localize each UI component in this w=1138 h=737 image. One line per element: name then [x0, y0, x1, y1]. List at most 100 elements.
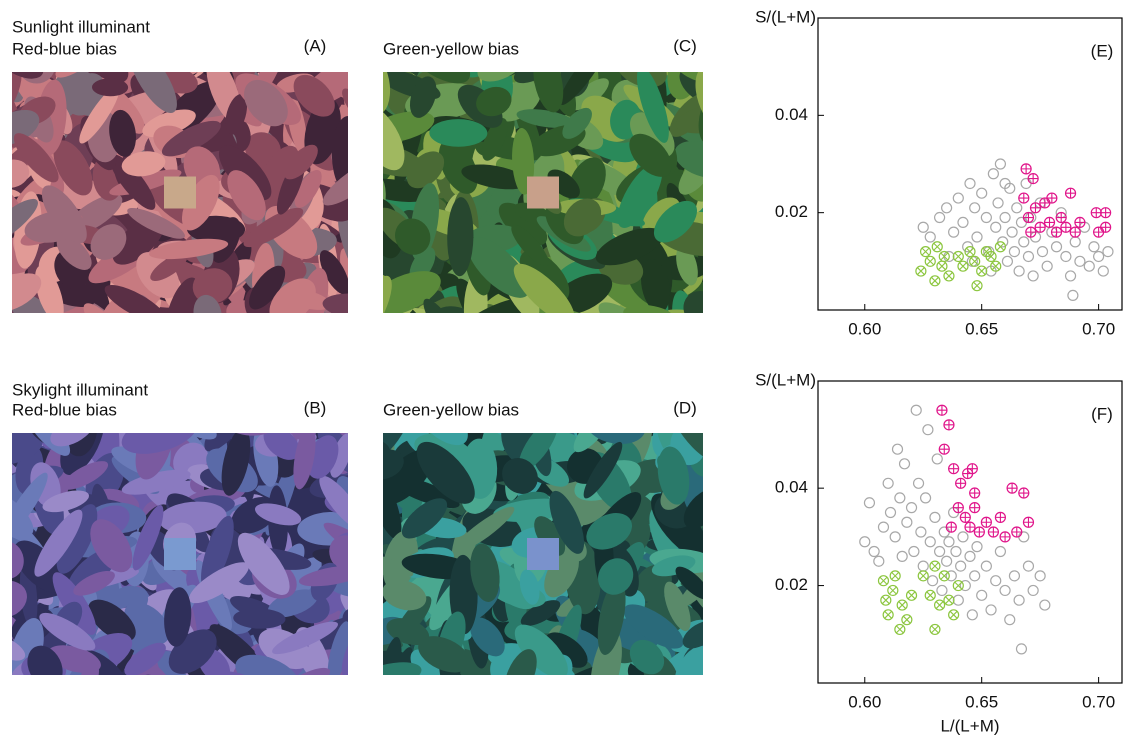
- data-point: [894, 623, 906, 636]
- data-point: [1018, 487, 1030, 499]
- mosaic-ellipse: [121, 151, 166, 177]
- data-point: [941, 202, 953, 214]
- data-point: [1018, 236, 1030, 248]
- mosaic-ellipse: [12, 198, 38, 247]
- mosaic-ellipse: [56, 504, 98, 574]
- mosaic-ellipse: [683, 488, 703, 529]
- mosaic-ellipse: [586, 433, 646, 445]
- y-tick-label: 0.04: [775, 105, 808, 124]
- data-point: [905, 589, 918, 601]
- mosaic-ellipse: [193, 294, 222, 313]
- mosaic-ellipse: [682, 620, 703, 649]
- mosaic-ellipse: [12, 273, 42, 312]
- panel-label: (E): [1091, 41, 1114, 60]
- data-point: [908, 545, 920, 558]
- data-point: [1088, 241, 1100, 253]
- data-point: [894, 492, 906, 504]
- mosaic-ellipse: [12, 541, 24, 579]
- mosaic-ellipse: [35, 265, 64, 313]
- mosaic-ellipse: [53, 140, 93, 196]
- data-point: [915, 526, 927, 538]
- mosaic-ellipse: [249, 265, 286, 310]
- data-point: [884, 506, 897, 519]
- mosaic-ellipse: [416, 441, 475, 504]
- data-point: [887, 584, 899, 597]
- data-point: [1015, 643, 1028, 655]
- mosaic-ellipse: [513, 72, 557, 84]
- data-point: [877, 521, 890, 533]
- mosaic-ellipse: [683, 291, 703, 313]
- data-point: [898, 458, 911, 470]
- mosaic-ellipse: [701, 463, 734, 510]
- test-patch: [164, 538, 196, 570]
- data-point: [924, 536, 936, 548]
- mosaic-ellipse: [640, 259, 671, 313]
- data-point: [933, 211, 946, 224]
- data-point: [917, 221, 929, 233]
- data-point: [971, 280, 983, 292]
- mosaic-ellipse: [192, 268, 233, 304]
- mosaic-ellipse: [383, 550, 414, 578]
- mosaic-ellipse: [545, 632, 588, 668]
- data-point: [931, 241, 943, 253]
- mosaic-ellipse: [457, 298, 526, 313]
- data-point: [917, 570, 929, 582]
- data-point: [964, 177, 976, 190]
- data-point: [1083, 260, 1095, 272]
- mosaic-ellipse: [12, 159, 30, 188]
- data-point: [859, 536, 871, 548]
- data-point: [987, 526, 999, 538]
- data-point: [938, 526, 950, 538]
- mosaic-ellipse: [149, 238, 229, 260]
- panel-label: (F): [1091, 404, 1113, 423]
- plot-frame: [817, 17, 1123, 311]
- mosaic-ellipse: [498, 202, 548, 246]
- data-point: [969, 570, 981, 582]
- mosaic-ellipse: [329, 535, 348, 573]
- data-point: [917, 560, 929, 572]
- data-point: [1046, 192, 1058, 204]
- data-point: [945, 521, 957, 533]
- mosaic-ellipse: [447, 197, 474, 277]
- data-point: [948, 226, 960, 238]
- data-point: [929, 275, 941, 287]
- mosaic-ellipse: [583, 441, 623, 499]
- data-point: [929, 623, 941, 636]
- data-point: [1029, 202, 1042, 214]
- mosaic-ellipse: [418, 636, 470, 673]
- panel-title: Green-yellow bias: [383, 400, 519, 419]
- data-point: [938, 250, 950, 263]
- panel-title: Sunlight illuminant: [12, 17, 150, 36]
- mosaic-ellipse: [641, 309, 703, 313]
- data-point: [1093, 250, 1105, 263]
- data-point: [990, 260, 1002, 272]
- data-point: [1008, 246, 1021, 258]
- data-point: [971, 541, 983, 553]
- data-point: [952, 579, 964, 592]
- data-point: [922, 424, 934, 436]
- data-point: [933, 599, 946, 611]
- data-point: [901, 516, 913, 528]
- x-tick-label: 0.65: [965, 319, 998, 338]
- data-point: [1025, 226, 1037, 238]
- mosaic-ellipse: [50, 433, 94, 447]
- mosaic-ellipse: [598, 558, 634, 595]
- data-point: [1067, 289, 1079, 301]
- data-point: [1011, 202, 1023, 214]
- test-patch: [164, 176, 196, 209]
- data-point: [1100, 221, 1112, 233]
- mosaic-ellipse: [672, 72, 703, 85]
- test-patch: [527, 538, 559, 570]
- mosaic-ellipse: [470, 617, 505, 657]
- data-point: [929, 511, 941, 523]
- data-point: [952, 192, 964, 204]
- data-point: [952, 594, 964, 606]
- mosaic-ellipse: [329, 433, 348, 478]
- plot-frame: [817, 380, 1123, 684]
- mosaic-ellipse: [702, 204, 733, 250]
- data-point: [1050, 241, 1063, 253]
- data-point: [1074, 255, 1086, 267]
- data-point: [1069, 226, 1081, 238]
- mosaic-ellipse: [42, 490, 89, 513]
